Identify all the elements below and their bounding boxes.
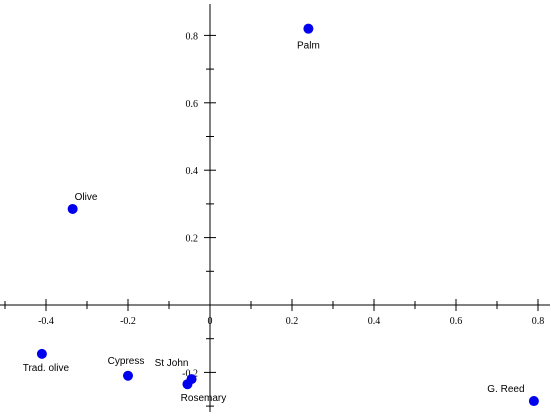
data-point (36, 348, 47, 359)
data-point (123, 370, 133, 381)
data-points (36, 23, 539, 407)
x-tick-label: 0.6 (450, 316, 463, 327)
x-tick-label: 0.4 (368, 316, 381, 327)
data-point-label: Rosemary (181, 393, 227, 404)
y-tick-label: 0.2 (186, 234, 199, 245)
y-tick-label: 0.8 (186, 31, 199, 42)
data-point (303, 23, 314, 34)
axes (0, 4, 550, 412)
data-point (67, 203, 78, 214)
data-point (182, 379, 193, 390)
data-point-label: Palm (297, 41, 320, 52)
data-point-label: Trad. olive (23, 363, 70, 374)
y-tick-label: 0.4 (186, 166, 199, 177)
y-tick-label: 0.6 (186, 99, 199, 110)
data-point-label: Cypress (108, 356, 145, 367)
data-point (528, 396, 539, 407)
x-tick-label: 0.8 (532, 316, 545, 327)
data-point-labels: Palm Olive Trad. olive Cypress St John Rosema… (23, 41, 525, 405)
data-point-label: Olive (75, 192, 98, 203)
x-tick-label: -0.4 (38, 316, 54, 327)
data-point-label: G. Reed (487, 384, 524, 395)
data-point-label: St John (155, 358, 189, 369)
x-tick-label: 0 (208, 316, 213, 327)
tick-labels: -0.4 -0.2 0 0.2 0.4 0.6 0.8 0.2 0.4 0.6 0.8 -0.2 (38, 31, 544, 379)
x-tick-label: 0.2 (286, 316, 299, 327)
y-tick-label: -0.2 (182, 368, 198, 379)
x-tick-label: -0.2 (120, 316, 136, 327)
